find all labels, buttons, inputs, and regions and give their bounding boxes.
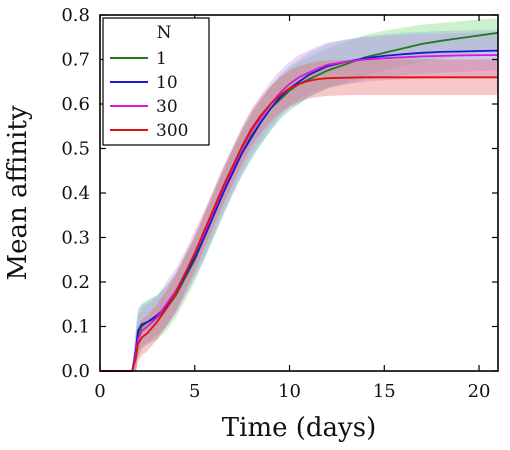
legend-label-10: 10 bbox=[156, 73, 178, 93]
y-axis-title: Mean affinity bbox=[3, 105, 33, 280]
y-tick-label: 0.7 bbox=[61, 50, 90, 71]
series-lines bbox=[100, 31, 499, 372]
y-axis-ticks: 0.0 0.1 0.2 0.3 0.4 0.5 0.6 0.7 0.8 bbox=[61, 5, 498, 382]
legend-title: N bbox=[157, 23, 172, 43]
y-tick-label: 0.6 bbox=[61, 94, 90, 115]
line-series-10 bbox=[100, 49, 499, 372]
y-tick-label: 0.5 bbox=[61, 139, 90, 160]
legend-label-300: 300 bbox=[156, 121, 188, 141]
x-tick-label: 5 bbox=[189, 381, 200, 402]
x-tick-label: 0 bbox=[94, 381, 105, 402]
legend-label-30: 30 bbox=[156, 97, 178, 117]
x-axis-title: Time (days) bbox=[222, 413, 376, 443]
x-tick-label: 10 bbox=[278, 381, 301, 402]
y-tick-label: 0.4 bbox=[61, 183, 90, 204]
y-tick-label: 0.1 bbox=[61, 317, 90, 338]
x-tick-label: 20 bbox=[468, 381, 491, 402]
line-series-300 bbox=[100, 76, 498, 372]
x-tick-label: 15 bbox=[373, 381, 396, 402]
y-tick-label: 0.0 bbox=[61, 361, 90, 382]
y-tick-label: 0.2 bbox=[61, 272, 90, 293]
legend: N 1 10 30 300 bbox=[102, 17, 210, 146]
line-series-30 bbox=[100, 54, 498, 372]
y-tick-label: 0.8 bbox=[61, 5, 90, 26]
legend-label-1: 1 bbox=[156, 49, 167, 69]
y-tick-label: 0.3 bbox=[61, 228, 90, 249]
legend-items: 1 10 30 300 bbox=[110, 49, 188, 141]
